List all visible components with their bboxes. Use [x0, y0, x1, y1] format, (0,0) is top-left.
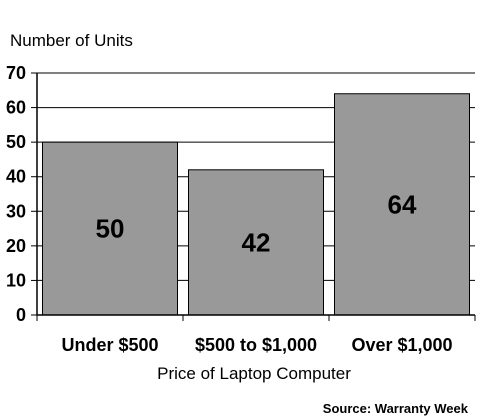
x-axis-label: Price of Laptop Computer	[157, 364, 351, 383]
bar	[188, 169, 324, 316]
category-label: Under $500	[61, 335, 158, 355]
y-tick-label: 50	[6, 132, 26, 152]
bar-value-label: 50	[96, 214, 125, 244]
category-label: Over $1,000	[351, 335, 452, 355]
bars	[42, 93, 470, 316]
y-tick-label: 70	[6, 63, 26, 83]
bar	[334, 93, 470, 316]
bar-value-label: 42	[242, 227, 271, 257]
axes	[31, 72, 476, 321]
y-tick-label: 60	[6, 98, 26, 118]
source-note: Source: Warranty Week	[323, 401, 469, 416]
labels: 0 10 20 30 40 50 60 70 50 Under $500 42 $500 to $1,…	[6, 63, 453, 355]
bar-value-label: 64	[388, 189, 417, 219]
y-tick-label: 20	[6, 236, 26, 256]
y-tick-label: 0	[16, 305, 26, 325]
y-tick-label: 10	[6, 270, 26, 290]
y-axis-label: Number of Units	[10, 31, 133, 50]
category-label: $500 to $1,000	[195, 335, 317, 355]
y-tick-label: 30	[6, 201, 26, 221]
y-tick-label: 40	[6, 167, 26, 187]
